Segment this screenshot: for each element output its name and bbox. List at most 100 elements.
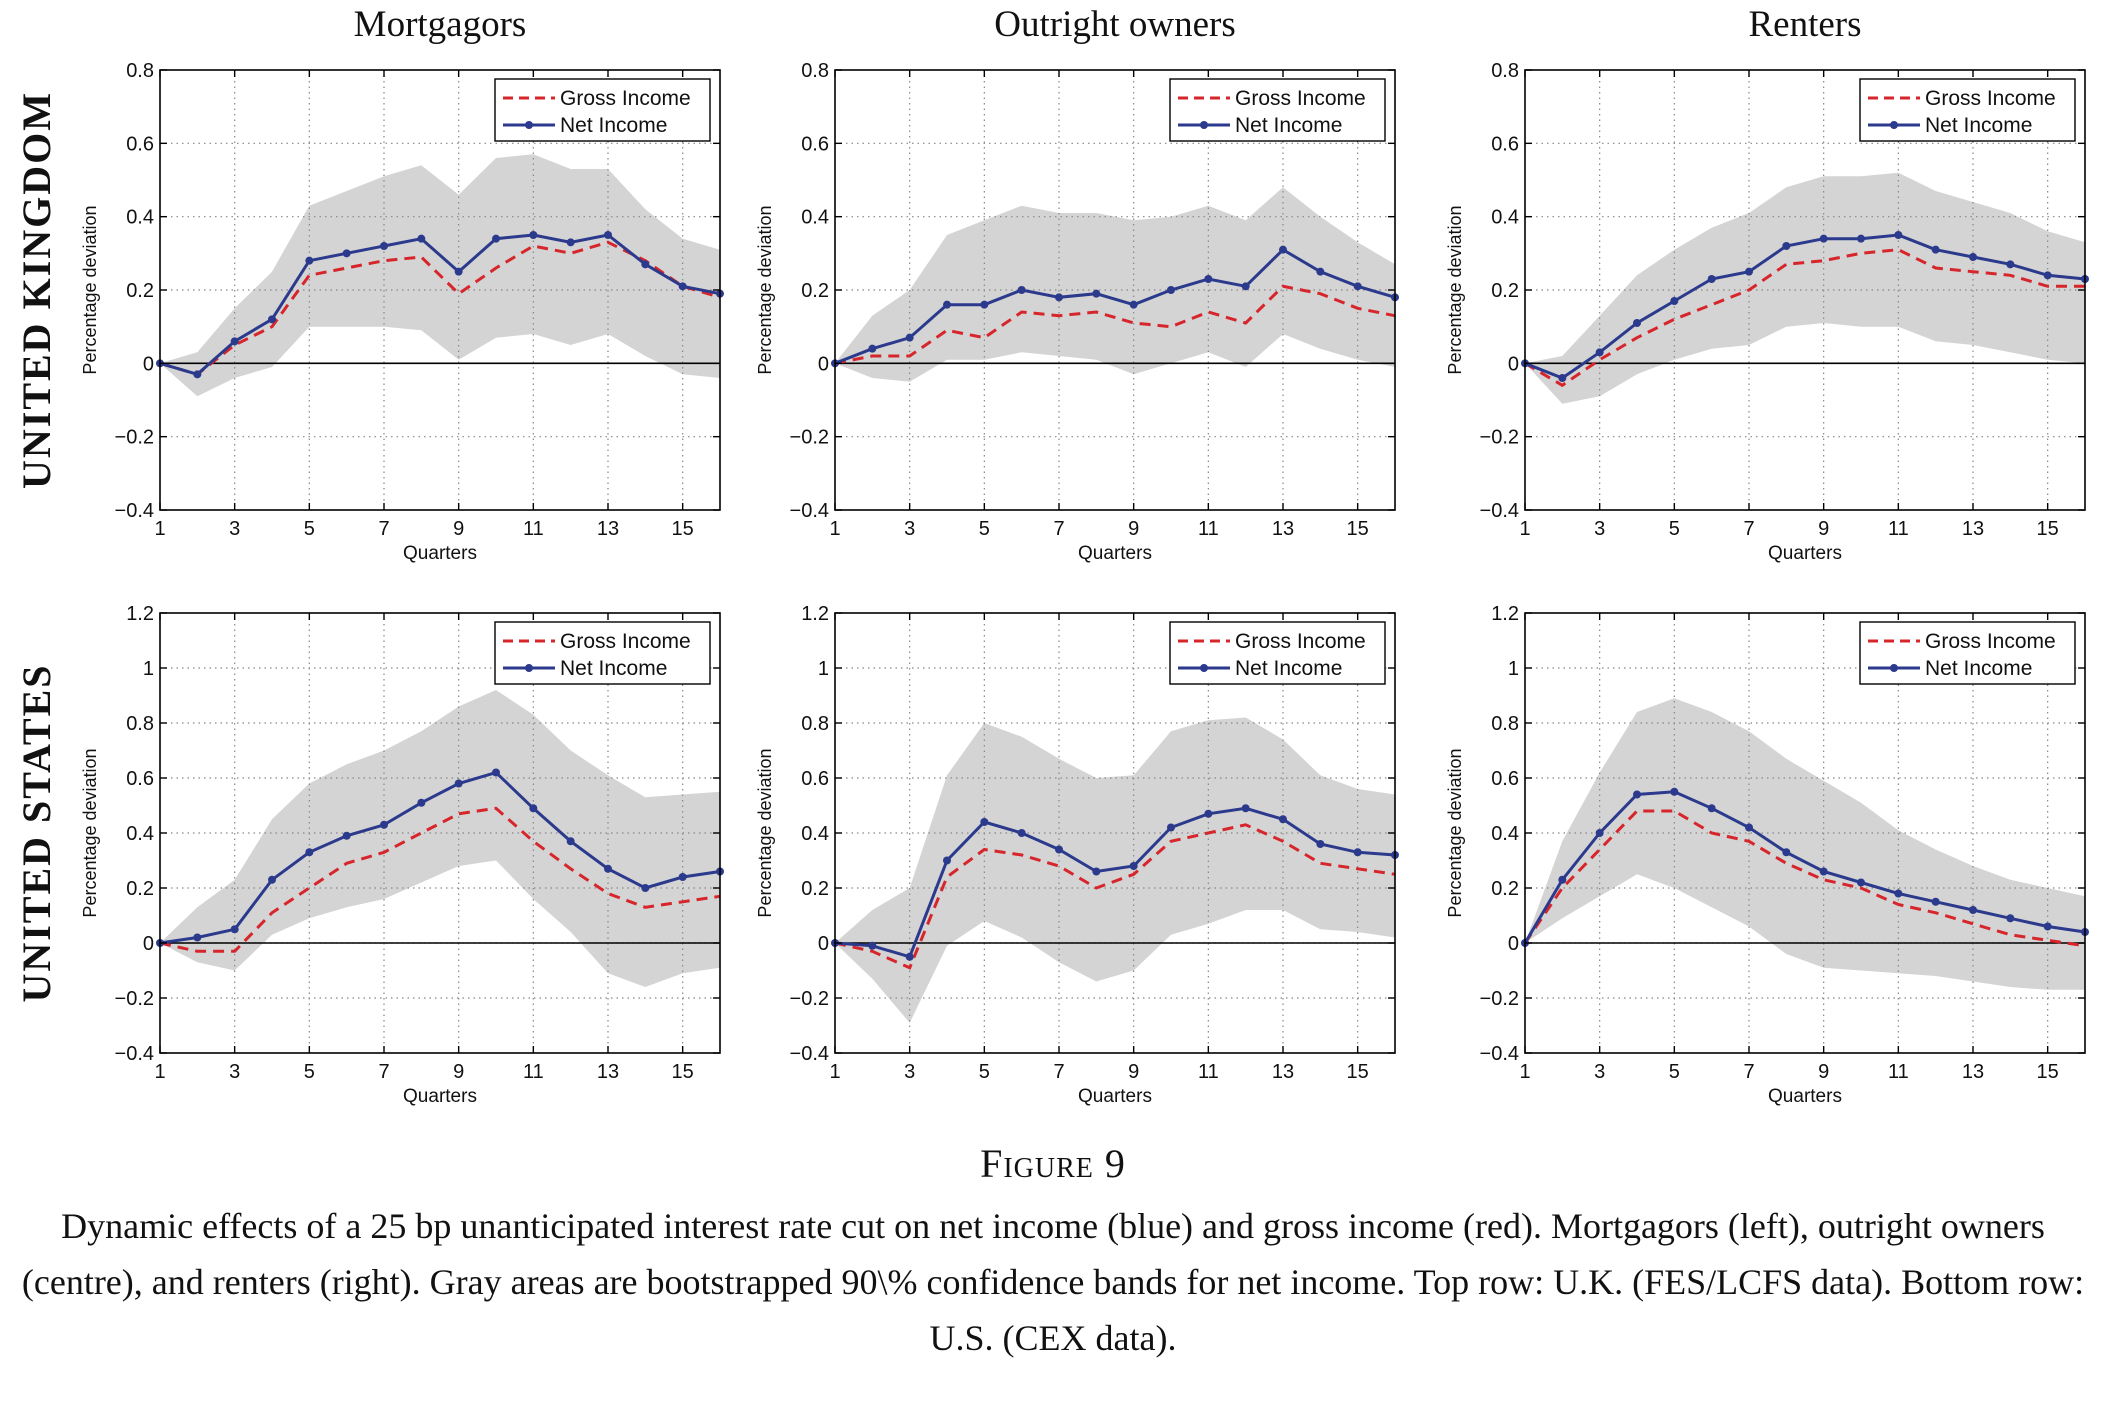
net-income-point xyxy=(193,933,202,942)
y-tick-label: −0.2 xyxy=(115,427,154,449)
gross-income-line xyxy=(834,823,1396,970)
legend: Gross Income Net Income xyxy=(1859,78,2076,142)
net-income-point xyxy=(1129,300,1138,309)
net-income-point xyxy=(417,798,426,807)
y-tick-label: 0.2 xyxy=(801,878,829,900)
net-income-line xyxy=(1524,233,2086,380)
y-tick-label: −0.2 xyxy=(790,427,829,449)
x-tick-label: 11 xyxy=(1888,518,1909,540)
y-tick-label: 1.2 xyxy=(1491,603,1519,625)
legend: Gross Income Net Income xyxy=(1169,621,1386,685)
x-tick-label: 15 xyxy=(1347,518,1369,540)
net-income-point xyxy=(1558,374,1567,382)
y-axis-label: Percentage deviation xyxy=(80,748,100,917)
net-income-point xyxy=(529,231,538,239)
net-income-point xyxy=(1894,889,1903,898)
x-tick-label: 1 xyxy=(1519,1061,1530,1083)
y-tick-label: 0.2 xyxy=(1491,280,1519,302)
y-axis-label: Percentage deviation xyxy=(755,748,775,917)
row-title: UNITED STATES xyxy=(14,663,59,1002)
y-tick-label: −0.2 xyxy=(115,988,154,1010)
figure-label: Figure 9 xyxy=(980,1141,1126,1186)
y-tick-label: 0.6 xyxy=(1491,768,1519,790)
legend-net-marker xyxy=(1890,121,1898,129)
y-tick-label: 0.4 xyxy=(801,207,829,229)
y-tick-label: 0.4 xyxy=(1491,207,1519,229)
legend-net-label: Net Income xyxy=(1925,114,2032,137)
net-income-line xyxy=(159,770,721,945)
x-tick-label: 11 xyxy=(1198,518,1219,540)
row-title: UNITED KINGDOM xyxy=(14,91,59,489)
y-tick-label: −0.4 xyxy=(1480,500,1519,522)
y-tick-label: 0.6 xyxy=(1491,133,1519,155)
y-tick-label: 0.8 xyxy=(1491,60,1519,82)
legend: Gross Income Net Income xyxy=(1859,621,2076,685)
y-tick-label: 1 xyxy=(143,658,154,680)
y-axis-label: Percentage deviation xyxy=(1445,748,1465,917)
net-income-point xyxy=(305,848,314,857)
x-tick-label: 13 xyxy=(1962,1061,1984,1083)
net-income-point xyxy=(566,837,575,846)
legend-net-label: Net Income xyxy=(560,114,667,137)
net-income-point xyxy=(492,234,500,243)
x-tick-label: 7 xyxy=(378,1061,389,1083)
legend-box xyxy=(494,621,711,685)
net-income-point xyxy=(1204,275,1213,283)
legend-box xyxy=(494,78,711,142)
chart-panel: 1 3 5 7 9 11 13 15−0.4−0.200.20.40.60.8Quarters… xyxy=(80,60,724,564)
net-income-point xyxy=(604,864,612,873)
net-income-point xyxy=(1279,245,1287,254)
y-tick-label: −0.4 xyxy=(790,1043,829,1065)
legend-box xyxy=(1169,78,1386,142)
y-tick-label: 0.4 xyxy=(801,823,829,845)
net-income-point xyxy=(1670,297,1679,305)
x-tick-label: 9 xyxy=(453,1061,464,1083)
net-income-point xyxy=(2006,260,2015,269)
net-income-point xyxy=(1595,348,1604,357)
net-income-point xyxy=(1241,282,1250,291)
legend-box xyxy=(1859,621,2076,685)
net-income-point xyxy=(1857,234,1865,243)
legend-box xyxy=(1859,78,2076,142)
net-income-point xyxy=(2043,271,2052,280)
legend-gross-label: Gross Income xyxy=(1235,87,1366,110)
legend-box xyxy=(1169,621,1386,685)
y-axis-label: Percentage deviation xyxy=(1445,205,1465,374)
x-tick-label: 1 xyxy=(829,1061,840,1083)
legend-gross-label: Gross Income xyxy=(560,87,691,110)
legend-net-marker xyxy=(1200,664,1208,672)
y-tick-label: −0.4 xyxy=(790,500,829,522)
net-income-point xyxy=(1353,282,1362,291)
x-tick-label: 7 xyxy=(1053,518,1064,540)
net-income-point xyxy=(1819,234,1828,243)
confidence-band xyxy=(1525,698,2085,990)
net-income-point xyxy=(454,779,463,788)
legend-gross-label: Gross Income xyxy=(1925,87,2056,110)
x-tick-label: 11 xyxy=(523,518,544,540)
chart-panel: 1 3 5 7 9 11 13 15−0.4−0.200.20.40.60.811.2Quar… xyxy=(755,603,1399,1107)
x-axis-label: Quarters xyxy=(403,543,477,564)
y-tick-label: 1 xyxy=(1508,658,1519,680)
net-income-point xyxy=(2006,914,2015,923)
y-tick-label: 0.8 xyxy=(126,60,154,82)
net-income-line xyxy=(834,247,1396,365)
x-tick-label: 3 xyxy=(1594,1061,1605,1083)
legend-net-marker xyxy=(1200,121,1208,129)
net-income-point xyxy=(1931,897,1940,906)
net-income-point xyxy=(268,315,276,324)
net-income-point xyxy=(1279,815,1287,824)
column-title: Outright owners xyxy=(994,4,1236,45)
net-income-point xyxy=(342,831,351,840)
net-income-point xyxy=(454,267,463,276)
net-income-point xyxy=(1819,867,1828,876)
net-income-point xyxy=(980,818,989,826)
x-tick-label: 1 xyxy=(154,518,165,540)
net-income-point xyxy=(1633,319,1641,327)
y-tick-label: 0.6 xyxy=(126,133,154,155)
y-tick-label: 0.8 xyxy=(801,60,829,82)
y-tick-label: 1.2 xyxy=(801,603,829,625)
y-tick-label: 0.2 xyxy=(126,878,154,900)
y-tick-label: 0.4 xyxy=(1491,823,1519,845)
x-tick-label: 3 xyxy=(904,518,915,540)
x-tick-label: 13 xyxy=(1272,518,1294,540)
